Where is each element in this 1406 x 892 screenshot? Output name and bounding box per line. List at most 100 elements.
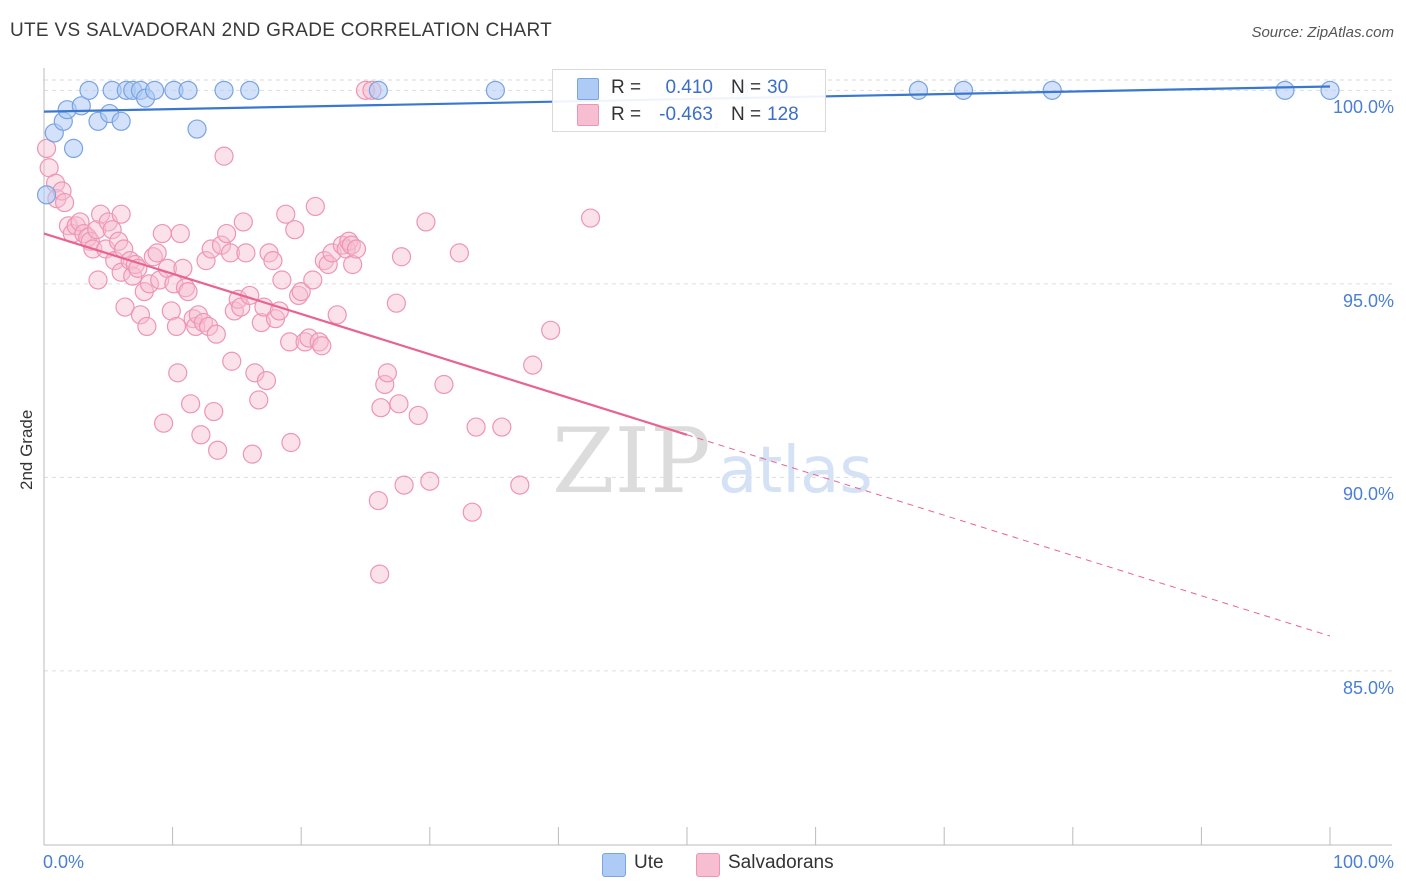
salvadorans-point: [327, 305, 347, 325]
salvadorans-r-value: -0.463: [659, 104, 713, 125]
salvadorans-point: [420, 471, 440, 491]
salvadorans-point: [150, 270, 170, 290]
salvadorans-point: [130, 305, 151, 325]
salvadorans-point: [206, 324, 226, 344]
salvadorans-point: [88, 270, 108, 290]
salvadorans-point: [214, 146, 234, 166]
salvadorans-point: [375, 374, 395, 395]
salvadorans-point: [152, 223, 172, 244]
ute-point: [485, 80, 505, 100]
salvadorans-point: [254, 297, 274, 317]
legend-ute-label: Ute: [634, 852, 664, 873]
salvadorans-point: [343, 254, 363, 275]
ute-swatch: [577, 78, 599, 100]
salvadorans-point: [170, 223, 190, 244]
watermark-atlas: atlas: [718, 434, 873, 508]
salvadorans-point: [217, 223, 237, 244]
salvadorans-point: [36, 138, 57, 158]
salvadorans-point: [256, 371, 277, 391]
ute-n-value: 30: [767, 77, 789, 98]
salvadorans-point: [220, 243, 241, 263]
salvadorans-point: [201, 239, 221, 259]
salvadorans-point: [233, 212, 253, 232]
salvadorans-n-label: N =: [731, 104, 762, 125]
salvadorans-point: [389, 394, 409, 414]
salvadorans-point: [368, 490, 388, 511]
salvadorans-point: [199, 316, 219, 337]
salvadorans-point: [139, 274, 160, 294]
ute-r-label: R =: [611, 77, 642, 98]
legend-salvadorans-swatch: [696, 853, 720, 877]
salvadorans-point: [466, 417, 486, 437]
ute-point: [36, 185, 57, 205]
salvadorans-point: [204, 401, 224, 422]
ute-r-value: 0.410: [665, 77, 713, 98]
salvadorans-point: [416, 212, 436, 232]
salvadorans-point: [272, 270, 292, 290]
salvadorans-point: [251, 312, 271, 333]
watermark-zip: ZIP: [552, 409, 711, 514]
y-tick-label: 100.0%: [1332, 97, 1394, 118]
salvadorans-point: [249, 390, 269, 410]
salvadorans-point: [492, 417, 512, 437]
salvadorans-point: [276, 204, 296, 224]
salvadorans-trend-line: [43, 232, 688, 436]
salvadorans-point: [236, 243, 256, 263]
salvadorans-point: [137, 316, 157, 337]
salvadorans-point: [449, 243, 469, 263]
salvadorans-trend-extension: [686, 434, 1331, 637]
salvadorans-point: [391, 247, 412, 267]
salvadorans-point: [161, 301, 181, 321]
chart-title: UTE VS SALVADORAN 2ND GRADE CORRELATION …: [10, 20, 553, 41]
salvadorans-point: [523, 355, 543, 375]
salvadorans-point: [377, 363, 397, 383]
y-tick-label: 85.0%: [1342, 677, 1394, 698]
ute-point: [1042, 80, 1062, 100]
salvadorans-point: [191, 425, 211, 445]
salvadorans-n-value: 128: [767, 104, 799, 125]
salvadorans-point: [222, 351, 242, 371]
salvadorans-point: [281, 432, 301, 453]
salvadorans-point: [346, 239, 367, 259]
ute-point: [111, 111, 131, 131]
salvadorans-point: [580, 208, 601, 228]
ute-point: [368, 80, 388, 100]
salvadorans-point: [66, 216, 86, 236]
salvadorans-point: [143, 247, 163, 267]
salvadorans-point: [370, 564, 390, 584]
salvadorans-point: [322, 243, 342, 263]
legend-salvadorans-label: Salvadorans: [728, 852, 834, 873]
salvadorans-point: [166, 316, 187, 337]
ute-point: [953, 80, 974, 100]
salvadorans-point: [371, 398, 391, 418]
salvadorans-point: [115, 297, 135, 317]
salvadorans-point: [242, 444, 262, 464]
salvadorans-point: [70, 212, 90, 232]
salvadorans-point: [263, 251, 283, 271]
salvadorans-point: [314, 251, 334, 271]
salvadorans-r-label: R =: [611, 104, 642, 125]
ute-point: [187, 119, 207, 139]
salvadorans-point: [147, 243, 167, 263]
y-tick-label: 95.0%: [1342, 290, 1394, 311]
salvadorans-point: [196, 251, 216, 271]
salvadorans-point: [208, 440, 228, 460]
source-label: Source: ZipAtlas.com: [1251, 24, 1394, 41]
salvadorans-point: [386, 293, 406, 313]
series-salvadorans: [36, 80, 601, 584]
stats-row-ute: R = 0.410 N = 30: [553, 75, 825, 101]
x-tick-label-max: 100.0%: [1332, 852, 1394, 872]
salvadorans-point: [303, 270, 323, 290]
salvadorans-point: [341, 235, 361, 255]
salvadorans-point: [102, 220, 122, 240]
salvadorans-point: [54, 192, 75, 213]
salvadorans-point: [74, 223, 94, 244]
salvadorans-swatch: [577, 104, 599, 126]
ute-n-label: N =: [731, 77, 762, 98]
y-tick-label: 90.0%: [1342, 484, 1394, 505]
salvadorans-point: [312, 336, 332, 356]
salvadorans-point: [153, 413, 174, 433]
salvadorans-point: [90, 204, 111, 224]
ute-point: [63, 138, 84, 158]
